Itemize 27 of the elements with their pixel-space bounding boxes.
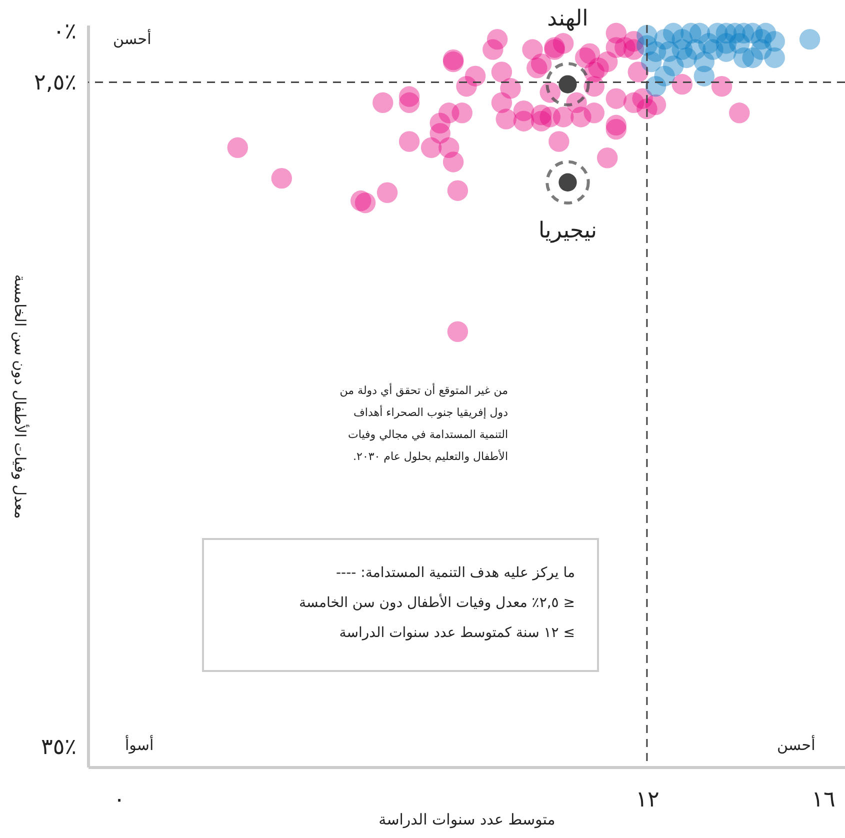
- annotation: ما يركز عليه هدف التنمية المستدامة: ----: [335, 564, 575, 583]
- y-tick-label: ٢,٥٪: [34, 70, 76, 96]
- y-tick-label: ٣٥٪: [41, 735, 76, 760]
- x-tick-label: ١٢: [636, 788, 660, 812]
- key-box: ما يركز عليه هدف التنمية المستدامة: ---- ≤ ٢,٥٪ معدل وفيات الأطفال دون سن الخامسة ≥ ١٢ سنة كمتوسط عدد سنوات الدراسة: [202, 538, 599, 672]
- annotation: نيجيريا: [538, 218, 598, 244]
- annotation: من غير المتوقع أن تحقق أي دولة من دول إفريقيا جنوب الصحراء أهداف التنمية المستدامة في مجالي وفيات الأطفال والتعليم بحلول عام ٢٠٣٠.: [338, 382, 508, 465]
- y-tick-label: ٠٪: [52, 20, 76, 45]
- point: [751, 39, 772, 60]
- y-axis-title: معدل وفيات الأطفال دون سن الخامسة: [11, 274, 30, 519]
- annotation: أحسن: [777, 736, 816, 754]
- annotation: أحسن: [113, 30, 152, 48]
- point: [546, 62, 590, 106]
- point: [546, 160, 590, 204]
- point: [799, 28, 820, 50]
- x-tick-label: ٠: [113, 788, 126, 812]
- point: [694, 66, 715, 86]
- point: [636, 35, 658, 56]
- x-tick-label: ١٦: [812, 788, 836, 812]
- annotation: ≤ ٢,٥٪ معدل وفيات الأطفال دون سن الخامسة: [298, 592, 575, 613]
- annotation: الهند: [547, 6, 588, 32]
- annotation: أسوأ: [125, 736, 154, 754]
- annotation: ≥ ١٢ سنة كمتوسط عدد سنوات الدراسة: [338, 624, 575, 643]
- point: [645, 76, 666, 97]
- point: [658, 41, 680, 62]
- x-axis-title: متوسط عدد سنوات الدراسة: [378, 810, 556, 828]
- point: [729, 33, 750, 54]
